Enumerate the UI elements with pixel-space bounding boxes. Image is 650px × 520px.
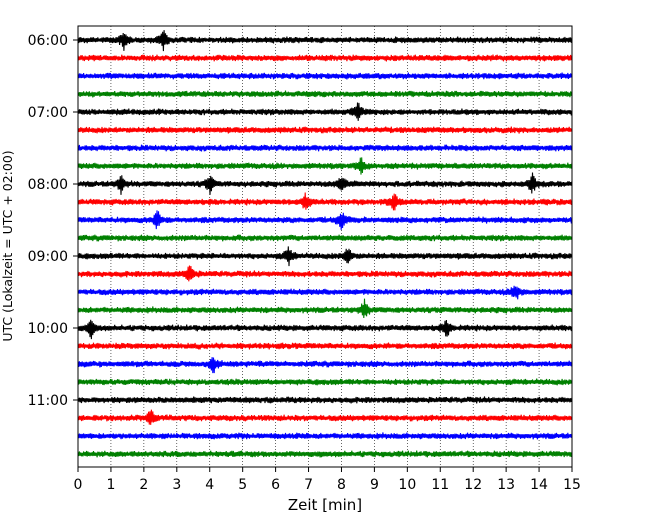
seismic-trace (77, 157, 573, 175)
x-tick-label: 13 (497, 477, 515, 493)
seismic-trace (77, 409, 573, 425)
seismic-trace (77, 450, 573, 458)
y-tick-label: 09:00 (28, 249, 68, 265)
seismic-trace (77, 126, 573, 134)
x-axis-ticks: 0 1 2 3 4 5 6 7 8 9 10 11 12 13 14 15 (74, 467, 581, 493)
y-tick-label: 11:00 (28, 393, 68, 409)
seismic-trace (77, 378, 573, 386)
seismic-trace (77, 285, 573, 300)
seismic-trace (77, 72, 573, 80)
x-tick-label: 2 (139, 477, 148, 493)
seismic-trace (77, 210, 573, 230)
x-tick-label: 1 (106, 477, 115, 493)
x-tick-label: 11 (431, 477, 449, 493)
y-axis-label: UTC (Lokalzeit = UTC + 02:00) (0, 150, 15, 341)
seismic-trace (77, 30, 573, 52)
y-tick-label: 08:00 (28, 177, 68, 193)
seismic-trace (77, 432, 573, 440)
seismic-trace (77, 357, 573, 374)
seismic-trace (77, 342, 573, 350)
x-tick-label: 6 (271, 477, 280, 493)
x-tick-label: 10 (398, 477, 416, 493)
seismic-trace (77, 246, 573, 267)
x-axis-label: Zeit [min] (288, 496, 362, 514)
plot-frame (77, 25, 573, 468)
seismic-traces (77, 30, 573, 458)
seismic-trace (77, 90, 573, 98)
y-axis-ticks: 06:00 07:00 08:00 09:00 10:00 11:00 (28, 33, 78, 409)
seismic-trace (77, 172, 573, 195)
seismic-trace (77, 319, 573, 340)
seismic-trace (77, 396, 573, 404)
y-tick-label: 07:00 (28, 105, 68, 121)
seismic-trace (77, 234, 573, 242)
seismic-trace (77, 265, 573, 282)
x-tick-label: 8 (337, 477, 346, 493)
x-tick-label: 12 (464, 477, 482, 493)
x-tick-label: 9 (370, 477, 379, 493)
x-tick-label: 15 (563, 477, 581, 493)
seismic-trace (77, 54, 573, 62)
seismic-trace (77, 192, 573, 211)
seismic-trace (77, 144, 573, 152)
seismic-trace (77, 298, 573, 319)
x-tick-label: 5 (238, 477, 247, 493)
seismic-trace (77, 102, 573, 121)
x-tick-label: 14 (530, 477, 548, 493)
y-tick-label: 06:00 (28, 33, 68, 49)
y-tick-label: 10:00 (28, 321, 68, 337)
x-tick-label: 4 (205, 477, 214, 493)
x-tick-label: 0 (74, 477, 83, 493)
x-tick-label: 3 (172, 477, 181, 493)
x-tick-label: 7 (304, 477, 313, 493)
